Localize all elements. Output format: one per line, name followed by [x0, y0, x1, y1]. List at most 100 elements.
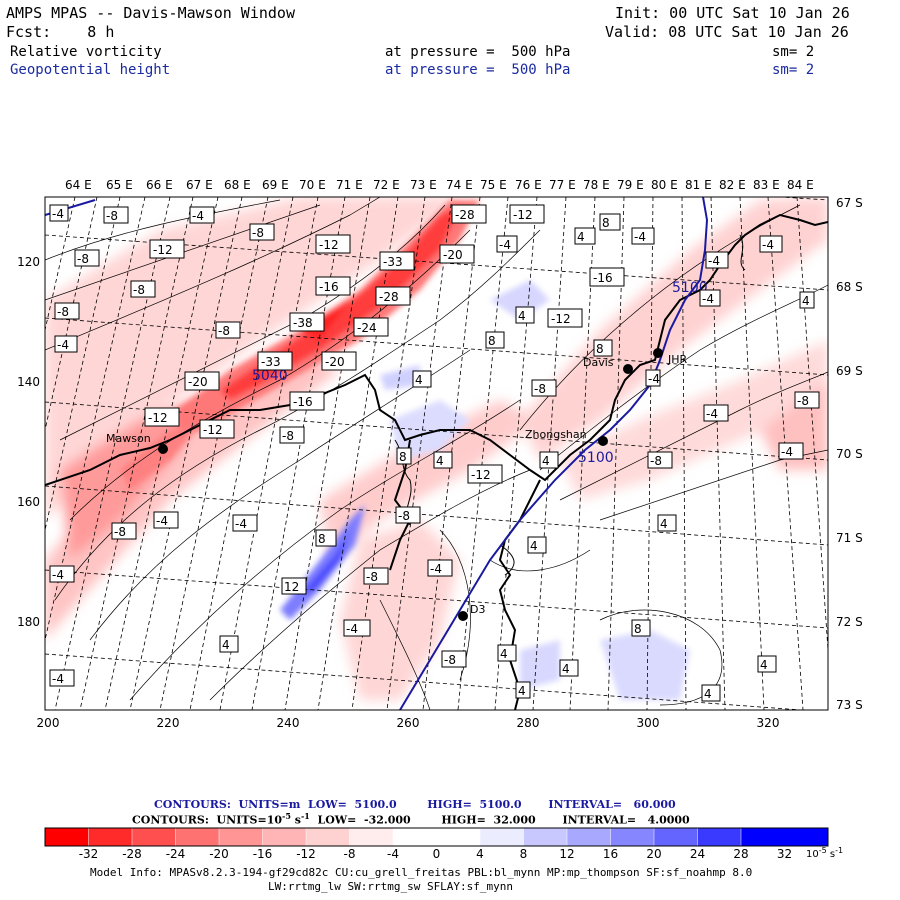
- vort-box: -8: [74, 249, 100, 267]
- vort-box: -4: [232, 514, 258, 532]
- vort-box: -4: [49, 565, 75, 583]
- vort-box: 4: [219, 635, 239, 653]
- station-label-mawson: Mawson: [106, 432, 151, 445]
- model-info-line2: LW:rrtmg_lw SW:rrtmg_sw SFLAY:sf_mynn: [268, 880, 514, 893]
- station-marker-zhongshan: [598, 436, 608, 446]
- svg-text:-4: -4: [430, 562, 442, 576]
- colorbar-cell: [566, 827, 612, 847]
- colorbar-cell: [305, 827, 351, 847]
- station-marker-davis: [623, 364, 633, 374]
- init-time: Init: 00 UTC Sat 10 Jan 26: [615, 4, 850, 22]
- y-tick-label: 120: [17, 255, 40, 269]
- x-tick-label: 320: [757, 716, 780, 730]
- latitude-labels: 67 S 68 S 69 S 70 S 71 S 72 S 73 S: [836, 196, 863, 712]
- vort-box: -16: [589, 267, 625, 287]
- colorbar-unit: 10-5 s-1: [806, 846, 843, 860]
- vort-box: -20: [184, 371, 220, 391]
- station-label-d3: D3: [470, 603, 485, 616]
- vort-box: 4: [515, 306, 535, 324]
- vort-box: -16: [289, 391, 325, 411]
- y-ticks: 120 140 160 180: [17, 255, 40, 629]
- svg-text:12: 12: [284, 580, 299, 594]
- lat-label: 73 S: [836, 698, 863, 712]
- svg-text:-12: -12: [153, 243, 173, 257]
- longitude-labels: 64 E 65 E 66 E 67 E 68 E 69 E 70 E 71 E …: [65, 178, 814, 192]
- svg-text:-16: -16: [319, 280, 339, 294]
- colorbar-tick-label: -16: [253, 847, 273, 861]
- colorbar-tick-label: -20: [209, 847, 229, 861]
- height-label: 5100: [578, 450, 614, 466]
- svg-text:-12: -12: [551, 312, 571, 326]
- vort-box: -4: [496, 235, 518, 253]
- svg-text:-20: -20: [188, 375, 208, 389]
- svg-text:4: 4: [760, 658, 768, 672]
- svg-text:-12: -12: [471, 468, 491, 482]
- vort-box: -4: [703, 404, 729, 422]
- svg-text:-24: -24: [357, 321, 377, 335]
- colorbar-tick-label: 28: [733, 847, 748, 861]
- vort-box: -12: [509, 204, 545, 224]
- height-label: 5040: [252, 368, 288, 384]
- svg-text:-4: -4: [57, 338, 69, 352]
- svg-text:-4: -4: [52, 207, 64, 221]
- colorbar-cell: [653, 827, 699, 847]
- vort-box: -12: [199, 419, 235, 439]
- x-tick-label: 220: [157, 716, 180, 730]
- vort-box: 8: [631, 619, 651, 637]
- vorticity-value-labels: -4 -8 -4 -28 -12 -8 -12 -12 -4 -20 -33 -…: [49, 204, 820, 702]
- colorbar-cell: [44, 827, 90, 847]
- svg-text:4: 4: [542, 454, 550, 468]
- map-frame: [44, 196, 829, 711]
- svg-text:4: 4: [222, 638, 230, 652]
- contours-info-height: CONTOURS: UNITS=m LOW= 5100.0 HIGH= 5100…: [154, 798, 676, 811]
- vort-box: -4: [49, 669, 75, 687]
- station-label-zhongshan: Zhongshan: [525, 428, 587, 441]
- lat-label: 71 S: [836, 531, 863, 545]
- x-tick-label: 300: [637, 716, 660, 730]
- colorbar-tick-label: -28: [122, 847, 142, 861]
- colorbar-tick-label: 12: [559, 847, 574, 861]
- svg-text:-28: -28: [379, 290, 399, 304]
- colorbar-cell: [610, 827, 655, 847]
- lon-label: 65 E: [106, 178, 133, 192]
- svg-text:8: 8: [318, 532, 326, 546]
- svg-text:-4: -4: [648, 372, 660, 386]
- vort-box: 8: [485, 331, 505, 349]
- lon-label: 72 E: [373, 178, 400, 192]
- svg-text:-8: -8: [282, 429, 294, 443]
- vort-box: -12: [547, 308, 583, 328]
- field2-smoothing: sm= 2: [772, 62, 815, 78]
- svg-text:-4: -4: [52, 568, 64, 582]
- station-label-jhr: JHR: [667, 353, 688, 366]
- colorbar-cell: [697, 827, 742, 847]
- svg-text:-28: -28: [455, 208, 475, 222]
- svg-text:-12: -12: [203, 423, 223, 437]
- vort-box: -4: [343, 619, 371, 637]
- vort-box: -4: [153, 511, 179, 529]
- svg-text:-4: -4: [702, 292, 714, 306]
- vort-box: -4: [54, 335, 78, 353]
- vort-box: -8: [279, 426, 305, 444]
- vort-box: -4: [759, 235, 783, 253]
- svg-text:4: 4: [562, 662, 570, 676]
- lon-label: 79 E: [617, 178, 644, 192]
- colorbar-cell: [784, 828, 828, 846]
- vort-box: -12: [315, 234, 351, 254]
- colorbar-tick-label: -8: [344, 847, 356, 861]
- vort-box: -4: [705, 251, 729, 269]
- vort-box: -28: [375, 286, 411, 306]
- svg-text:-12: -12: [319, 238, 339, 252]
- colorbar-cell: [436, 827, 481, 847]
- vort-box: 8: [599, 213, 621, 231]
- colorbar-tick-label: -4: [387, 847, 399, 861]
- svg-text:-20: -20: [325, 355, 345, 369]
- vort-box: -8: [249, 223, 275, 241]
- lon-label: 78 E: [583, 178, 610, 192]
- y-tick-label: 140: [17, 375, 40, 389]
- svg-text:-4: -4: [781, 445, 793, 459]
- vort-box: -33: [379, 251, 415, 271]
- x-tick-label: 240: [277, 716, 300, 730]
- svg-text:-8: -8: [252, 226, 264, 240]
- svg-text:-8: -8: [77, 252, 89, 266]
- svg-text:4: 4: [530, 539, 538, 553]
